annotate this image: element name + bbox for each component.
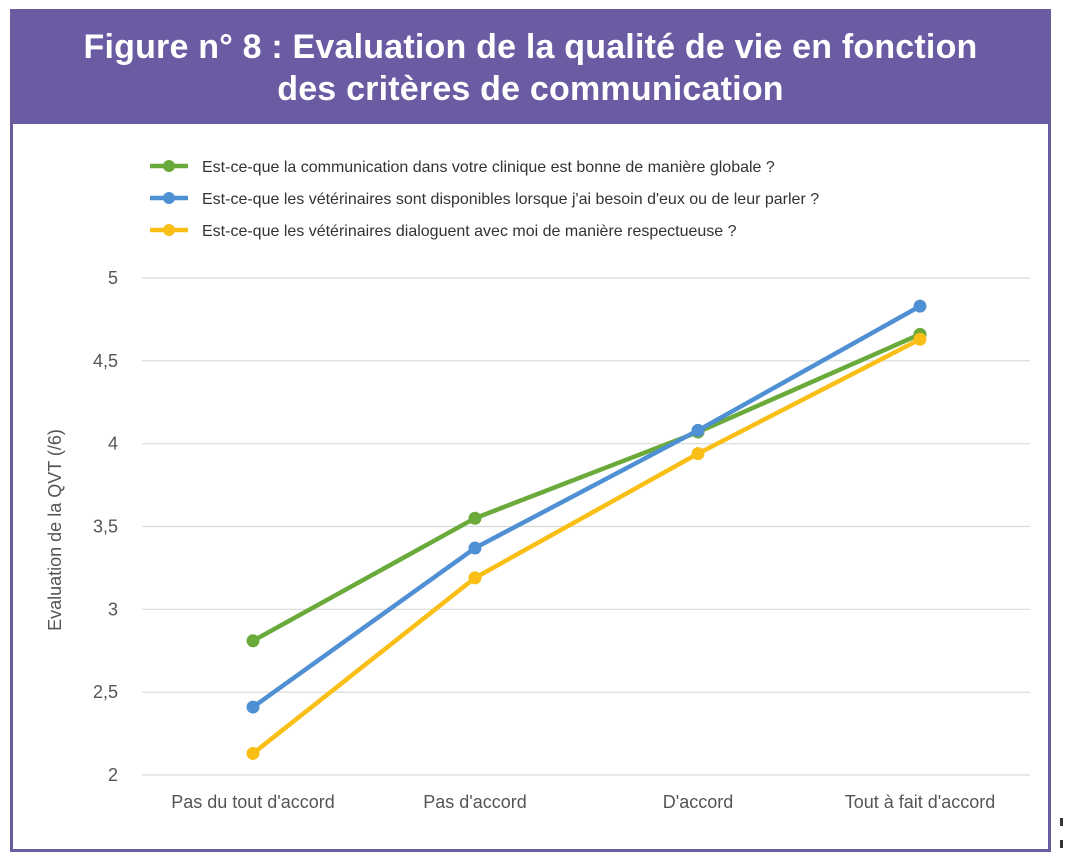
series-line-2 [250,337,923,756]
grid-lines [142,277,1030,776]
series-lines [246,299,927,760]
x-tick-label: Pas d'accord [423,792,527,812]
series-1 [246,299,927,714]
series-line-0 [250,332,923,644]
y-tick-label: 2,5 [93,682,118,702]
legend-label-1: Est-ce-que les vétérinaires sont disponi… [202,191,819,208]
data-point [246,746,260,760]
legend-label-0: Est-ce-que la communication dans votre c… [202,159,775,176]
y-tick-label: 4 [108,434,118,454]
x-tick-label: Pas du tout d'accord [171,792,335,812]
y-tick-label: 5 [108,268,118,288]
data-point [468,511,482,525]
y-tick-label: 3,5 [93,517,118,537]
data-point [246,700,260,714]
x-tick-label: Tout à fait d'accord [845,792,996,812]
data-point [691,423,705,437]
series-2 [246,332,927,760]
x-axis-ticks: Pas du tout d'accord Pas d'accord D'accord… [171,792,995,812]
y-tick-label: 2 [108,765,118,785]
edge-mark-bottom [1060,840,1063,848]
y-tick-label: 4,5 [93,351,118,371]
y-axis-title: Evaluation de la QVT (/6) [45,429,65,631]
legend-marker-0 [163,160,175,172]
figure-title-line-1: Figure n° 8 : Evaluation de la qualité d… [83,28,978,66]
figure-header: Figure n° 8 : Evaluation de la qualité d… [13,12,1048,124]
data-point [913,299,927,313]
x-tick-label: D'accord [663,792,733,812]
data-point [691,447,705,461]
legend: Est-ce-que la communication dans votre c… [150,159,819,240]
y-axis-ticks: 2 2,5 3 3,5 4 4,5 5 [93,268,118,785]
data-point [246,634,260,648]
data-point [913,332,927,346]
y-tick-label: 3 [108,599,118,619]
data-point [468,571,482,585]
legend-marker-1 [163,192,175,204]
legend-label-2: Est-ce-que les vétérinaires dialoguent a… [202,223,737,240]
figure-frame: Figure n° 8 : Evaluation de la qualité d… [10,9,1051,852]
figure-title-line-2: des critères de communication [277,70,784,108]
edge-mark-top [1060,818,1063,826]
data-point [468,541,482,555]
series-line-1 [250,303,923,710]
legend-marker-2 [163,224,175,236]
